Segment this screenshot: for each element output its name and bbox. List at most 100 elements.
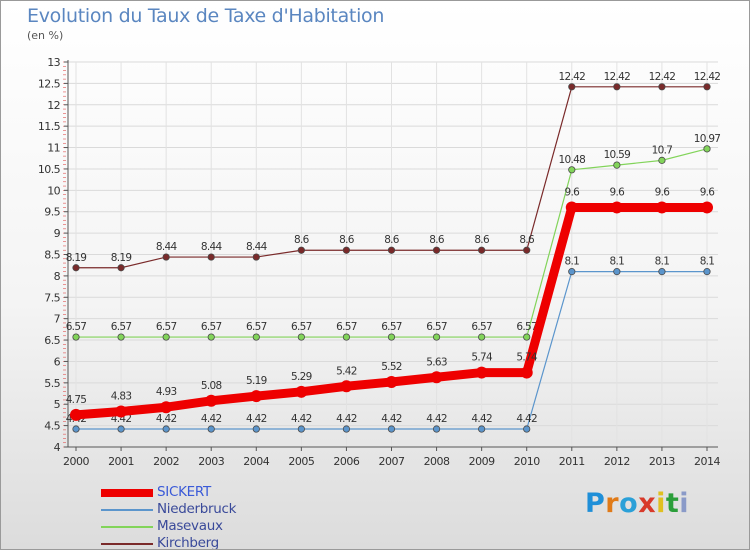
data-point [701, 201, 713, 214]
data-label: 4.42 [246, 413, 267, 425]
y-tick-label: 11 [47, 142, 60, 155]
data-label: 4.42 [426, 413, 447, 425]
data-label: 5.52 [381, 361, 402, 373]
y-tick-label: 6.5 [44, 334, 60, 347]
y-tick-label: 7.5 [44, 291, 60, 304]
x-tick-label: 2008 [424, 455, 450, 468]
data-point [703, 268, 711, 276]
series-kirchberg: 8.19 8.19 8.44 8.44 8.44 8.6 8.6 8.6 8.6 8.6 8.6 12… [66, 71, 721, 272]
data-point [613, 83, 621, 91]
data-point [478, 333, 486, 341]
series-sickert: 4.75 4.83 4.93 5.08 5.19 5.29 5.42 5.52 5.63 5.74… [66, 186, 716, 421]
y-tick-label: 9.5 [44, 206, 60, 219]
data-point [297, 333, 305, 341]
data-point [207, 253, 215, 261]
data-point [162, 253, 170, 261]
data-point [207, 425, 215, 433]
data-label: 6.57 [201, 321, 222, 333]
series-masevaux: 6.57 6.57 6.57 6.57 6.57 6.57 6.57 6.57 6.57 6.57… [66, 133, 721, 341]
data-label: 6.57 [336, 321, 357, 333]
data-point [658, 156, 666, 164]
data-label: 8.44 [156, 241, 178, 253]
data-point [520, 366, 533, 379]
data-label: 4.42 [471, 413, 492, 425]
data-point [523, 246, 531, 254]
legend-swatch [101, 489, 153, 497]
brand-letter: t [665, 488, 680, 519]
data-label: 8.6 [294, 234, 310, 246]
data-label: 6.57 [471, 321, 492, 333]
data-label: 6.57 [246, 321, 267, 333]
data-label: 8.44 [201, 241, 223, 253]
data-point [387, 333, 396, 341]
data-label: 5.29 [291, 371, 312, 383]
legend-label: Kirchberg [157, 535, 219, 550]
data-label: 5.19 [246, 375, 267, 387]
data-point [568, 166, 576, 174]
brand-letter: o [619, 488, 639, 519]
x-tick-label: 2001 [108, 455, 134, 468]
y-tick-label: 9 [54, 227, 61, 240]
legend-swatch [101, 509, 153, 511]
data-point [387, 246, 396, 254]
y-tick-label: 7 [54, 313, 61, 326]
x-tick-label: 2000 [63, 455, 89, 468]
data-point [565, 201, 578, 214]
y-tick-label: 5 [54, 398, 61, 411]
x-tick-label: 2011 [559, 455, 585, 468]
data-label: 4.42 [381, 413, 402, 425]
x-tick-label: 2005 [288, 455, 314, 468]
data-point [658, 268, 666, 276]
data-point [613, 161, 621, 169]
data-label: 9.6 [610, 186, 626, 198]
data-point [430, 371, 443, 384]
x-tick-label: 2012 [604, 455, 630, 468]
data-label: 10.97 [694, 133, 721, 145]
brand-logo: Proxiti [585, 488, 689, 519]
data-label: 10.7 [652, 144, 673, 156]
data-point [610, 201, 623, 214]
x-tick-label: 2014 [694, 455, 720, 468]
brand-letter: r [605, 488, 620, 519]
legend-label: Masevaux [157, 518, 223, 534]
y-tick-label: 13 [47, 56, 60, 69]
x-tick-label: 2006 [333, 455, 359, 468]
brand-letter: x [638, 488, 657, 519]
y-tick-label: 11.5 [38, 120, 61, 133]
data-label: 8.19 [66, 252, 87, 264]
data-label: 8.1 [610, 256, 625, 268]
data-label: 12.42 [694, 71, 721, 83]
data-point [385, 375, 398, 388]
unit-label: (en %) [27, 29, 64, 42]
data-label: 6.57 [156, 321, 177, 333]
data-label: 8.6 [519, 234, 535, 246]
data-label: 4.42 [516, 413, 537, 425]
data-label: 10.48 [559, 154, 586, 166]
data-point [523, 333, 531, 341]
data-point [613, 268, 621, 276]
chart-title: Evolution du Taux de Taxe d'Habitation [27, 5, 385, 27]
grid-lines [68, 61, 718, 448]
data-label: 6.57 [426, 321, 447, 333]
y-tick-label: 10.5 [38, 163, 61, 176]
legend-label: SICKERT [157, 484, 211, 500]
y-tick-label: 8 [54, 270, 61, 283]
data-label: 5.74 [471, 352, 493, 364]
data-point [478, 425, 486, 433]
y-tick-label: 6 [54, 355, 61, 368]
x-tick-label: 2003 [198, 455, 224, 468]
data-point [568, 268, 576, 276]
brand-letter: i [656, 488, 666, 519]
data-point [72, 333, 80, 341]
data-label: 8.6 [429, 234, 445, 246]
data-point [252, 253, 260, 261]
data-label: 8.1 [564, 256, 579, 268]
data-point [297, 246, 305, 254]
data-label: 8.44 [246, 241, 268, 253]
data-label: 9.6 [655, 186, 671, 198]
data-point [70, 408, 82, 421]
data-label: 8.6 [384, 234, 400, 246]
data-label: 4.42 [291, 413, 312, 425]
data-label: 6.57 [381, 321, 402, 333]
